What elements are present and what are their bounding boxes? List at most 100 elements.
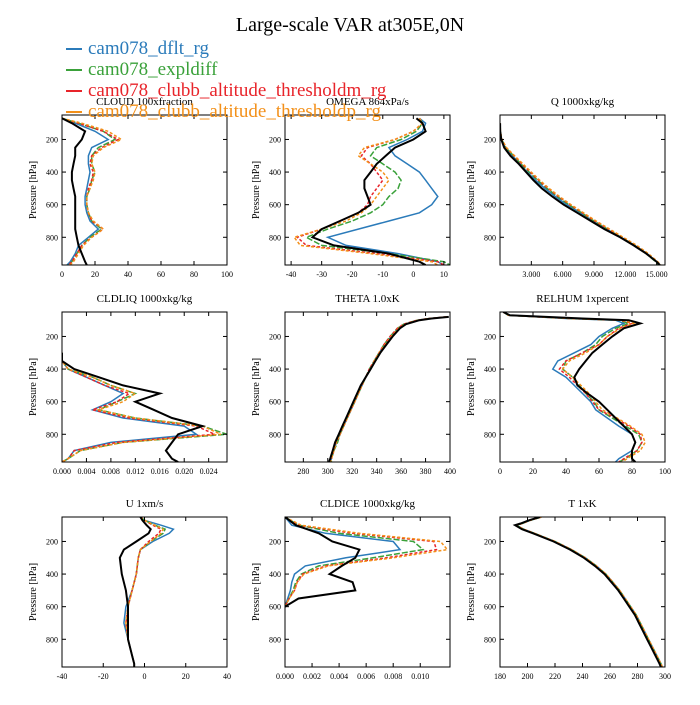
y-axis-label: Pressure [hPa] — [466, 358, 477, 416]
series-line — [310, 117, 427, 265]
panel-q: Q 1000xkg/kg 3.000 6.000 9.000 12.000 15.000 2… — [466, 96, 668, 279]
series-line — [502, 312, 647, 462]
panel-frame — [499, 516, 666, 668]
series-line — [292, 117, 439, 265]
panel-cldliq: CLDLIQ 1000xkg/kg 0.000 0.004 0.008 0.012 0.0… — [28, 293, 228, 476]
y-tick-label: 400 — [484, 365, 496, 374]
legend-swatch — [66, 110, 82, 113]
y-tick-label: 200 — [269, 537, 281, 546]
y-tick-label: 400 — [46, 365, 58, 374]
x-tick-label: 280 — [297, 467, 309, 476]
series-line — [304, 117, 450, 265]
y-axis-label: Pressure [hPa] — [28, 563, 39, 621]
series-line — [329, 316, 448, 462]
series-line — [118, 517, 152, 667]
x-tick-label: 80 — [190, 270, 198, 279]
panel-title: THETA 1.0xK — [335, 293, 400, 305]
panel-title: OMEGA 864xPa/s — [326, 96, 409, 108]
x-tick-label: 240 — [577, 672, 589, 681]
panel-t: T 1xK 180 200 220 240 260 280 300 200 400 600 800 Pr… — [466, 498, 671, 681]
y-axis-label: Pressure [hPa] — [28, 358, 39, 416]
x-tick-label: -40 — [286, 270, 297, 279]
legend-label: cam078_clubb_altitude_thresholdp_rg — [88, 101, 382, 122]
x-tick-label: 100 — [659, 467, 671, 476]
y-tick-label: 800 — [46, 430, 58, 439]
y-tick-label: 800 — [269, 430, 281, 439]
panel-frame — [61, 516, 228, 668]
x-tick-label: 3.000 — [522, 270, 540, 279]
y-axis-label: Pressure [hPa] — [28, 161, 39, 219]
y-tick-label: 600 — [484, 201, 496, 210]
x-tick-label: 20 — [182, 672, 190, 681]
series-line — [325, 117, 445, 265]
series-line — [62, 117, 117, 265]
y-tick-label: 600 — [46, 201, 58, 210]
series-line — [500, 123, 661, 265]
panel-omega: OMEGA 864xPa/s -40 -30 -20 -10 0 10 200 400 600 80… — [251, 96, 451, 279]
series-line — [62, 352, 207, 462]
y-tick-label: 800 — [46, 233, 58, 242]
y-tick-label: 800 — [46, 635, 58, 644]
y-tick-label: 600 — [269, 603, 281, 612]
x-tick-label: 12.000 — [614, 270, 636, 279]
x-tick-label: 0.020 — [175, 467, 193, 476]
series-line — [500, 123, 661, 265]
x-tick-label: 0.012 — [126, 467, 144, 476]
y-tick-label: 600 — [484, 398, 496, 407]
x-tick-label: 0.002 — [303, 672, 321, 681]
panel-u: U 1xm/s -40 -20 0 20 40 200 400 600 800 Pressure [… — [28, 498, 231, 681]
y-tick-label: 200 — [269, 332, 281, 341]
panel-frame — [61, 311, 228, 463]
x-tick-label: 360 — [395, 467, 407, 476]
panel-frame — [61, 114, 228, 266]
y-tick-label: 200 — [484, 135, 496, 144]
x-tick-label: 0 — [498, 467, 502, 476]
y-tick-label: 800 — [484, 635, 496, 644]
legend: cam078_dflt_rg cam078_expldiff cam078_club… — [66, 38, 386, 122]
y-tick-label: 600 — [269, 201, 281, 210]
y-tick-label: 600 — [484, 603, 496, 612]
x-tick-label: 20 — [529, 467, 537, 476]
panel-title: CLOUD 100xfraction — [96, 96, 193, 108]
panel-relhum: RELHUM 1xpercent 0 20 40 60 80 100 200 400 600 800… — [466, 293, 671, 476]
x-tick-label: 0.004 — [330, 672, 348, 681]
x-tick-label: 100 — [221, 270, 233, 279]
y-tick-label: 200 — [484, 332, 496, 341]
y-axis-label: Pressure [hPa] — [251, 161, 262, 219]
x-tick-label: 300 — [322, 467, 334, 476]
x-tick-label: 9.000 — [585, 270, 603, 279]
series-line — [62, 117, 88, 265]
y-tick-label: 600 — [46, 398, 58, 407]
x-tick-label: -40 — [57, 672, 68, 681]
y-tick-label: 800 — [484, 430, 496, 439]
y-tick-label: 800 — [484, 233, 496, 242]
series-line — [285, 517, 449, 608]
y-tick-label: 200 — [46, 332, 58, 341]
panel-cloud: CLOUD 100xfraction 0 20 40 60 80 100 200 400 600 8… — [28, 96, 233, 279]
x-tick-label: 260 — [604, 672, 616, 681]
y-tick-label: 400 — [484, 570, 496, 579]
y-tick-label: 400 — [269, 570, 281, 579]
legend-swatch — [66, 89, 82, 92]
series-line — [500, 123, 662, 265]
series-line — [514, 517, 663, 667]
series-line — [62, 352, 222, 462]
series-line — [500, 123, 661, 265]
series-line — [285, 517, 361, 608]
x-tick-label: 60 — [595, 467, 603, 476]
panel-title: CLDICE 1000xkg/kg — [320, 498, 416, 510]
x-tick-label: 180 — [494, 672, 506, 681]
series-line — [62, 117, 120, 265]
y-tick-label: 400 — [269, 168, 281, 177]
x-tick-label: 0.000 — [276, 672, 294, 681]
panel-frame — [284, 516, 451, 668]
y-tick-label: 200 — [484, 537, 496, 546]
x-tick-label: 0.004 — [77, 467, 95, 476]
y-tick-label: 200 — [46, 135, 58, 144]
series-line — [514, 517, 663, 667]
panel-title: CLDLIQ 1000xkg/kg — [97, 293, 193, 305]
panel-title: U 1xm/s — [126, 498, 164, 510]
series-line — [502, 312, 643, 462]
legend-swatch — [66, 68, 82, 71]
series-line — [502, 312, 643, 462]
